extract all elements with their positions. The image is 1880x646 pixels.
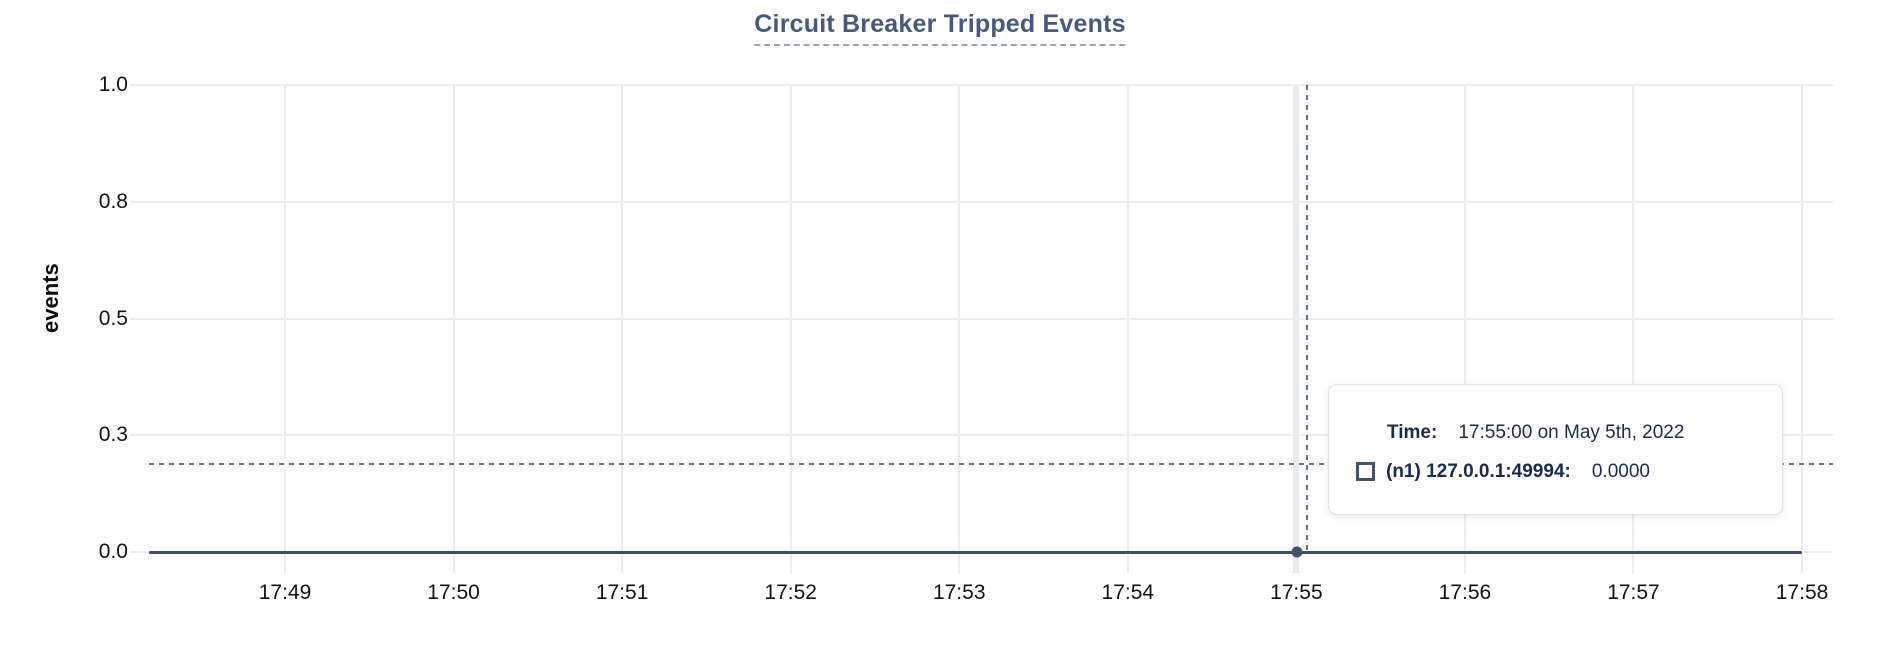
x-tick-label: 17:50 [427, 581, 480, 604]
y-tick-label: 1.0 [98, 73, 128, 96]
x-gridline [789, 85, 792, 573]
tooltip: Time: 17:55:00 on May 5th, 2022 (n1) 127… [1328, 384, 1783, 515]
x-tick-label: 17:56 [1438, 581, 1492, 604]
x-tick-label: 17:49 [258, 581, 312, 604]
x-gridline [452, 85, 455, 573]
tooltip-time-value: 17:55:00 on May 5th, 2022 [1458, 421, 1685, 443]
crosshair-vertical-line [1306, 85, 1308, 552]
tooltip-time-label: Time: [1387, 421, 1438, 443]
tooltip-series-value: 0.0000 [1591, 460, 1650, 482]
y-tick-label: 0.3 [98, 423, 128, 447]
y-gridline [130, 84, 1833, 86]
x-tick-label: 17:54 [1101, 581, 1155, 604]
y-tick-label: 0.5 [98, 306, 128, 330]
x-gridline [1801, 85, 1804, 573]
hovered-data-point[interactable] [1291, 546, 1303, 558]
x-gridline [1295, 85, 1298, 573]
y-gridline [130, 200, 1833, 203]
x-gridline [1463, 85, 1466, 573]
y-gridline [130, 434, 1833, 437]
tooltip-series-label: (n1) 127.0.0.1:49994: [1386, 460, 1571, 482]
x-gridline [284, 85, 286, 573]
tooltip-time-row: Time: 17:55:00 on May 5th, 2022 [1329, 418, 1782, 447]
x-tick-label: 17:55 [1270, 581, 1323, 604]
series-swatch-icon [1356, 461, 1375, 481]
x-tick-label: 17:52 [764, 581, 817, 604]
tooltip-series-row: (n1) 127.0.0.1:49994: 0.0000 [1329, 457, 1782, 486]
x-tick-label: 17:58 [1775, 581, 1829, 604]
chart-title[interactable]: Circuit Breaker Tripped Events [754, 10, 1126, 46]
y-gridline [130, 317, 1833, 320]
series-line [149, 551, 1802, 554]
y-tick-label: 0.8 [98, 189, 128, 213]
x-tick-label: 17:51 [595, 581, 649, 604]
x-gridline [958, 85, 961, 573]
crosshair-horizontal-line [149, 463, 1833, 465]
x-gridline [1632, 85, 1635, 573]
x-tick-label: 17:53 [932, 581, 986, 604]
y-tick-label: 0.0 [98, 540, 128, 563]
x-gridline [1126, 85, 1129, 573]
x-gridline [621, 85, 624, 573]
x-tick-label: 17:57 [1607, 581, 1660, 604]
